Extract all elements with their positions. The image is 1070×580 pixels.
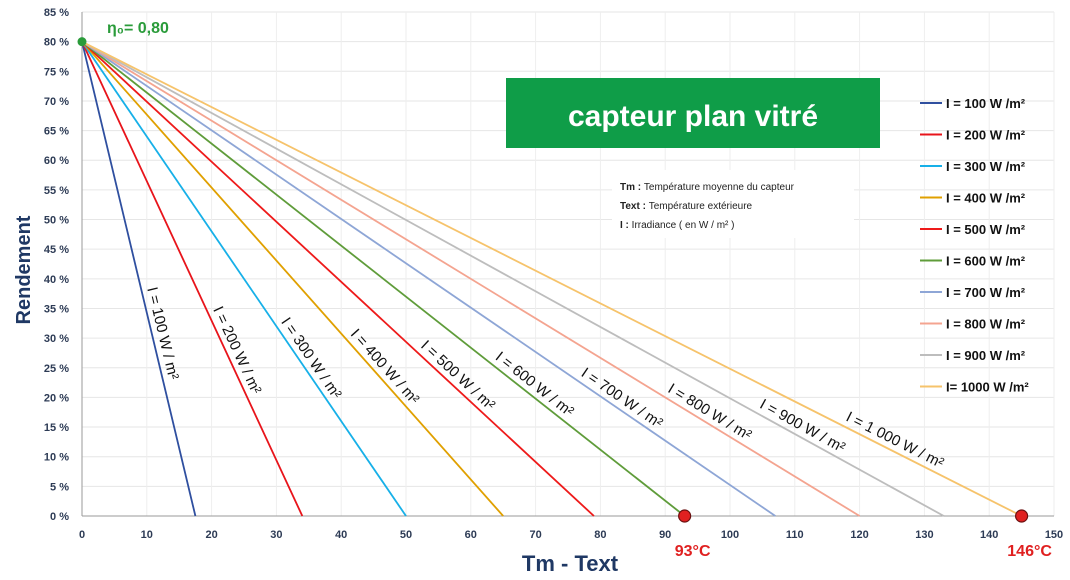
series-lines	[81, 40, 1023, 517]
series-line	[81, 40, 776, 517]
y-tick-label: 60 %	[44, 155, 69, 167]
legend-label: I = 800 W /m²	[946, 317, 1026, 332]
x-tick-label: 100	[721, 529, 739, 541]
x-tick-label: 40	[335, 529, 347, 541]
series-line	[81, 41, 304, 517]
x-tick-label: 30	[270, 529, 282, 541]
x-tick-label: 0	[79, 529, 85, 541]
x-tick-label: 60	[465, 529, 477, 541]
legend-label: I = 500 W /m²	[946, 222, 1026, 237]
markers: 93°C 146°C	[675, 509, 1052, 560]
y-tick-label: 55 %	[44, 185, 69, 197]
y-tick-label: 15 %	[44, 422, 69, 434]
curve-label: I = 1 000 W / m²	[843, 408, 946, 471]
y-tick-label: 80 %	[44, 37, 69, 49]
y-tick-label: 65 %	[44, 126, 69, 138]
series-line	[81, 40, 686, 517]
curve-label: I = 300 W / m²	[277, 314, 344, 402]
info-key: I :	[620, 220, 632, 231]
y-tick-label: 40 %	[44, 274, 69, 286]
curve-labels: I = 100 W / m² I = 200 W / m² I = 300 W / …	[143, 285, 946, 472]
y-tick-label: 0 %	[50, 511, 69, 523]
y-tick-label: 50 %	[44, 215, 69, 227]
y-tick-label: 25 %	[44, 363, 69, 375]
curve-label: I = 200 W / m²	[209, 304, 264, 397]
info-text: Température moyenne du capteur	[644, 182, 795, 193]
x-tick-label: 50	[400, 529, 412, 541]
y-tick-label: 30 %	[44, 333, 69, 345]
y-tick-label: 75 %	[44, 66, 69, 78]
info-text: Température extérieure	[649, 201, 753, 212]
x-tick-label: 110	[786, 529, 804, 541]
legend-label: I = 600 W /m²	[946, 254, 1026, 269]
marker-point	[1014, 509, 1029, 523]
info-box: Tm : Température moyenne du capteur Text …	[612, 170, 854, 238]
x-tick-label: 150	[1045, 529, 1063, 541]
y-tick-label: 85 %	[44, 7, 69, 19]
y-axis-ticks: 0 % 5 % 10 % 15 % 20 % 25 % 30 % 35 % 40 % 45 % 50…	[44, 7, 69, 523]
y-tick-label: 20 %	[44, 392, 69, 404]
eta0-label: η₀= 0,80	[107, 20, 169, 37]
x-tick-label: 120	[850, 529, 868, 541]
curve-label: I = 800 W / m²	[665, 380, 755, 444]
curve-label: I = 100 W / m²	[143, 285, 182, 381]
series-line	[81, 41, 197, 517]
marker-point	[678, 509, 692, 523]
y-axis-title: Rendement	[13, 215, 35, 324]
marker-label: 146°C	[1007, 543, 1052, 560]
legend-label: I= 1000 W /m²	[946, 380, 1029, 395]
chart-title: capteur plan vitré	[568, 100, 818, 133]
x-axis-title: Tm - Text	[522, 551, 619, 576]
info-text: Irradiance ( en W / m² )	[632, 220, 735, 231]
y-tick-label: 45 %	[44, 244, 69, 256]
curve-label: I = 500 W / m²	[417, 337, 498, 414]
info-key: Tm :	[620, 182, 644, 193]
legend-label: I = 700 W /m²	[946, 285, 1026, 300]
info-box-background	[612, 170, 854, 238]
legend-label: I = 400 W /m²	[946, 191, 1026, 206]
title-box-background	[506, 78, 880, 148]
y-tick-label: 35 %	[44, 303, 69, 315]
series-line	[81, 41, 504, 517]
curve-label: I = 700 W / m²	[578, 365, 666, 432]
series-line	[81, 41, 407, 517]
eta0-point	[77, 37, 87, 47]
marker-label: 93°C	[675, 543, 711, 560]
series-line	[81, 40, 595, 517]
x-tick-label: 20	[205, 529, 217, 541]
y-tick-label: 5 %	[50, 481, 69, 493]
info-line: Text : Température extérieure	[620, 201, 753, 212]
legend-label: I = 900 W /m²	[946, 348, 1026, 363]
series-line	[81, 40, 945, 517]
x-tick-label: 10	[141, 529, 153, 541]
x-tick-label: 80	[594, 529, 606, 541]
x-axis-ticks: 0 10 20 30 40 50 60 70 80 90 100 110 120 130 140 150	[79, 529, 1063, 541]
title-box: capteur plan vitré	[506, 78, 880, 148]
x-tick-label: 140	[980, 529, 998, 541]
series-line	[81, 40, 1023, 517]
y-tick-label: 10 %	[44, 452, 69, 464]
legend-label: I = 300 W /m²	[946, 159, 1026, 174]
x-tick-label: 130	[915, 529, 933, 541]
info-line: I : Irradiance ( en W / m² )	[620, 220, 734, 231]
legend-label: I = 100 W /m²	[946, 96, 1026, 111]
info-key: Text :	[620, 201, 649, 212]
legend: I = 100 W /m² I = 200 W /m² I = 300 W /m² I…	[920, 96, 1029, 395]
series-line	[81, 40, 861, 517]
y-tick-label: 70 %	[44, 96, 69, 108]
curve-label: I = 600 W / m²	[492, 348, 577, 420]
x-tick-label: 90	[659, 529, 671, 541]
legend-label: I = 200 W /m²	[946, 128, 1026, 143]
x-tick-label: 70	[529, 529, 541, 541]
info-line: Tm : Température moyenne du capteur	[620, 182, 795, 193]
